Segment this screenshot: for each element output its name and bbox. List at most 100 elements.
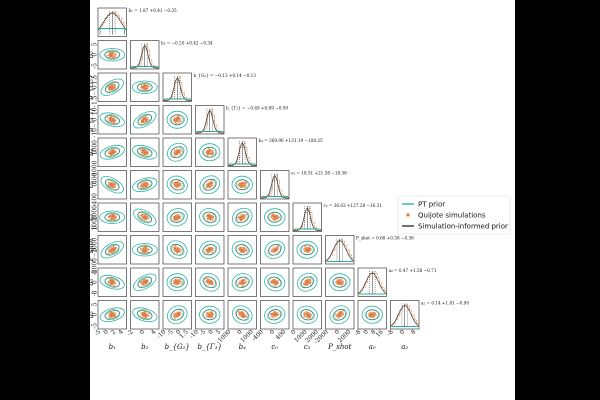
informed-contour [202,276,217,289]
quijote-point [306,315,308,318]
y-tick-label: -1.5 [92,95,99,107]
x-tick-label: 0 [399,328,407,336]
quijote-density-core [140,84,150,91]
quijote-point [239,246,241,249]
quijote-point [209,214,212,217]
pt-prior-contour-outer [132,177,158,193]
pt-prior-contour-outer [166,175,188,194]
informed-contour [267,243,282,256]
marginal-title: a₀ = 0.47 +1.58 −0.71 [389,268,437,273]
quijote-point [111,252,113,254]
informed-contour [267,212,283,223]
quijote-point [271,313,273,316]
quijote-point [340,312,342,315]
quijote-density-core [140,148,150,156]
x-tick-label: -5 [93,328,102,337]
quijote-point [238,312,240,314]
quijote-point [340,278,342,281]
x-tick-label: 0 [207,328,215,336]
quijote-point [178,311,181,314]
y-tick-label: -1000 [92,160,99,177]
quijote-point [141,312,143,315]
y-axis-label-c0: c₀ [90,181,95,188]
quijote-point [210,248,212,250]
y-axis-label-b4: b₄ [90,148,95,155]
pt-prior-contour-inner [268,276,282,288]
quijote-point [108,119,111,122]
quijote-point [140,84,143,86]
informed-contour [104,114,120,126]
quijote-point [143,85,145,88]
quijote-point [140,186,143,189]
quijote-point [305,283,307,286]
quijote-point [174,316,177,318]
pt-prior-contour-outer [132,307,158,323]
informed-contour [202,211,218,223]
x-axis-label-bG3: b_{Γ₃} [197,343,222,351]
quijote-point [141,313,144,316]
quijote-point [276,245,279,247]
quijote-point [206,278,209,281]
marginal-title: c₀ = 18.51 +21.38 −18.36 [291,171,347,176]
quijote-point [210,316,213,318]
pt-prior-contour-outer [199,175,221,195]
quijote-point [207,217,209,220]
quijote-point [205,277,208,280]
quijote-point [309,312,311,315]
quijote-point [208,216,211,218]
quijote-point [115,247,117,249]
quijote-density-core [237,213,247,221]
quijote-point [113,250,115,253]
quijote-point [212,185,214,187]
quijote-point [112,51,115,53]
quijote-point [113,247,115,250]
quijote-point [243,249,246,252]
y-tick-label: 0 [92,248,99,252]
quijote-point [310,313,312,316]
quijote-point [270,250,273,252]
quijote-point [208,182,210,185]
quijote-point [114,186,116,188]
panel-a0-bG2 [162,267,192,297]
quijote-point [237,184,240,186]
pt-prior-contour-inner [203,146,217,158]
quijote-point [213,216,215,218]
pt-prior-contour-inner [203,244,217,256]
pt-prior-contour-inner [235,244,249,256]
informed-contour [137,244,153,255]
quijote-point [271,316,273,318]
quijote-point [175,182,177,184]
quijote-point [237,310,240,312]
quijote-point [305,250,308,252]
x-tick-label: 0 [269,328,277,336]
quijote-point [372,311,374,314]
x-axis-label-c0: c₀ [271,343,278,351]
quijote-point [143,87,145,89]
quijote-point [174,281,176,283]
quijote-point [210,181,213,183]
quijote-point [307,249,310,252]
y-tick-label: -400 [92,193,99,207]
quijote-point [110,154,112,157]
pt-prior-contour-outer [264,208,286,227]
quijote-point [176,250,178,252]
pt-prior-contour-outer [99,274,125,290]
pt-prior-contour-inner [170,179,184,191]
quijote-point [145,183,148,186]
quijote-point [139,185,142,188]
y-tick-label: 5 [92,302,99,306]
x-tick-label: -400 [250,328,265,343]
legend-item: PT prior [402,200,445,208]
quijote-point [146,89,148,92]
pt-prior-contour-inner [268,309,282,321]
panel-frame [162,202,192,232]
quijote-point [207,281,210,283]
panel-c2-b2 [130,202,160,232]
panel-c2-b4 [227,202,257,232]
x-tick-label: 0 [290,328,298,336]
quijote-point [111,88,113,91]
pt-prior-contour-outer [199,305,221,324]
quijote-point [112,218,114,221]
quijote-point [238,182,241,185]
